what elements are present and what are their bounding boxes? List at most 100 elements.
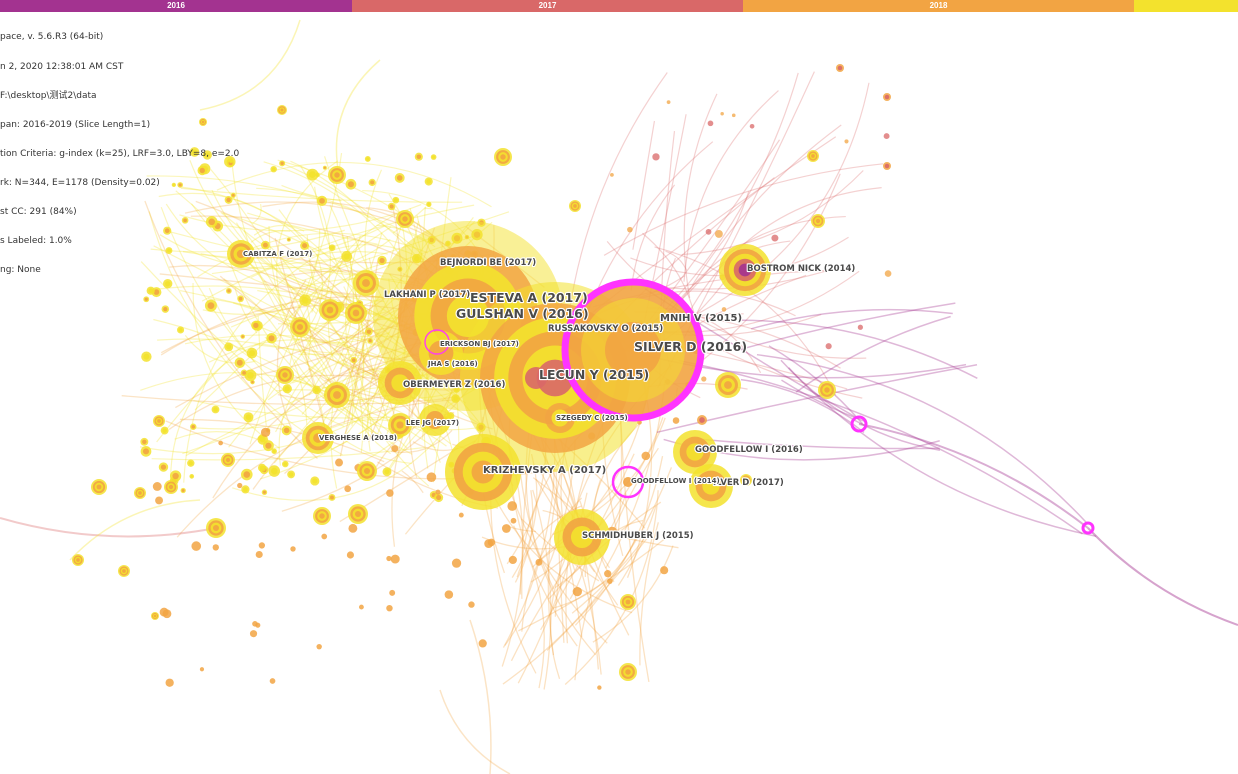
node-disc[interactable] (625, 599, 631, 605)
node-disc[interactable] (824, 387, 830, 393)
node-disc[interactable] (287, 238, 290, 241)
node-disc[interactable] (253, 322, 259, 329)
node-disc[interactable] (368, 339, 372, 343)
node-disc[interactable] (672, 417, 680, 424)
node-disc[interactable] (720, 112, 724, 116)
node-disc[interactable] (283, 427, 290, 434)
node-disc[interactable] (212, 544, 219, 551)
node-disc[interactable] (213, 407, 218, 412)
node-disc[interactable] (379, 257, 385, 264)
node-disc[interactable] (148, 288, 154, 294)
node-disc[interactable] (143, 353, 150, 360)
node-disc[interactable] (749, 123, 755, 129)
node-disc[interactable] (191, 149, 198, 155)
node-disc[interactable] (396, 175, 403, 181)
node-disc[interactable] (771, 234, 779, 242)
node-disc[interactable] (623, 477, 633, 487)
node-disc[interactable] (207, 302, 215, 310)
node-disc[interactable] (551, 409, 569, 427)
node-disc[interactable] (652, 153, 660, 161)
node-disc[interactable] (471, 460, 495, 484)
node-disc[interactable] (391, 445, 399, 453)
node-disc[interactable] (259, 436, 266, 443)
node-disc[interactable] (245, 414, 252, 420)
node-disc[interactable] (425, 410, 445, 430)
node-disc[interactable] (309, 171, 316, 178)
node-disc[interactable] (359, 604, 364, 610)
node-label[interactable]: GOODFELLOW I (2016) (694, 444, 804, 456)
node-disc[interactable] (243, 487, 248, 492)
node-disc[interactable] (301, 296, 309, 304)
node-disc[interactable] (190, 475, 194, 478)
node-disc[interactable] (384, 469, 390, 475)
node-disc[interactable] (347, 181, 354, 188)
node-disc[interactable] (201, 120, 205, 124)
node-disc[interactable] (702, 477, 720, 495)
node-disc[interactable] (362, 279, 370, 287)
node-disc[interactable] (572, 586, 582, 597)
node-disc[interactable] (165, 678, 174, 687)
node-disc[interactable] (333, 391, 341, 399)
node-disc[interactable] (181, 488, 185, 492)
node-disc[interactable] (396, 421, 404, 429)
node-disc[interactable] (280, 161, 284, 166)
node-disc[interactable] (844, 139, 849, 144)
node-disc[interactable] (258, 542, 266, 549)
node-disc[interactable] (335, 458, 343, 467)
node-disc[interactable] (525, 367, 547, 389)
node-disc[interactable] (432, 155, 436, 159)
node-disc[interactable] (458, 512, 464, 518)
node-disc[interactable] (225, 457, 231, 463)
node-disc[interactable] (122, 569, 126, 573)
node-disc[interactable] (731, 113, 736, 118)
node-disc[interactable] (597, 685, 602, 690)
node-disc[interactable] (188, 461, 193, 466)
node-disc[interactable] (426, 179, 432, 184)
node-disc[interactable] (249, 630, 258, 638)
node-disc[interactable] (699, 417, 705, 423)
node-disc[interactable] (283, 462, 288, 466)
node-disc[interactable] (468, 601, 475, 608)
node-disc[interactable] (605, 322, 661, 378)
node-disc[interactable] (152, 482, 162, 491)
node-disc[interactable] (354, 510, 362, 518)
node-disc[interactable] (883, 133, 890, 140)
node-disc[interactable] (343, 253, 350, 260)
node-disc[interactable] (570, 525, 594, 549)
node-disc[interactable] (302, 243, 308, 249)
node-label[interactable]: LECUN Y (2015) (538, 366, 650, 383)
node-disc[interactable] (153, 614, 157, 618)
node-disc[interactable] (208, 218, 216, 226)
node-disc[interactable] (138, 491, 142, 495)
node-disc[interactable] (393, 198, 398, 203)
node-disc[interactable] (724, 381, 732, 389)
node-disc[interactable] (478, 639, 487, 648)
node-disc[interactable] (204, 152, 210, 158)
node-disc[interactable] (199, 667, 205, 672)
node-disc[interactable] (627, 226, 633, 233)
node-disc[interactable] (607, 578, 613, 584)
node-label[interactable]: GOODFELLOW I (2014) (630, 476, 721, 486)
node-disc[interactable] (402, 216, 408, 222)
node-disc[interactable] (686, 443, 704, 461)
node-disc[interactable] (323, 166, 327, 169)
node-disc[interactable] (641, 451, 651, 461)
node-disc[interactable] (334, 172, 340, 178)
node-disc[interactable] (573, 204, 577, 208)
node-disc[interactable] (262, 242, 268, 248)
node-disc[interactable] (155, 496, 163, 505)
node-label[interactable]: ERICKSON BJ (2017) (439, 339, 520, 349)
node-label[interactable]: OBERMEYER Z (2016) (402, 379, 507, 391)
node-disc[interactable] (178, 327, 183, 332)
node-disc[interactable] (705, 228, 712, 235)
node-disc[interactable] (199, 167, 205, 174)
node-disc[interactable] (269, 678, 276, 684)
node-disc[interactable] (247, 372, 254, 379)
node-disc[interactable] (255, 622, 261, 628)
node-label[interactable]: MNIH V (2015) (659, 312, 743, 325)
node-disc[interactable] (255, 550, 263, 559)
node-disc[interactable] (352, 309, 360, 317)
node-disc[interactable] (444, 590, 454, 599)
node-disc[interactable] (218, 440, 224, 446)
node-disc[interactable] (260, 427, 271, 438)
